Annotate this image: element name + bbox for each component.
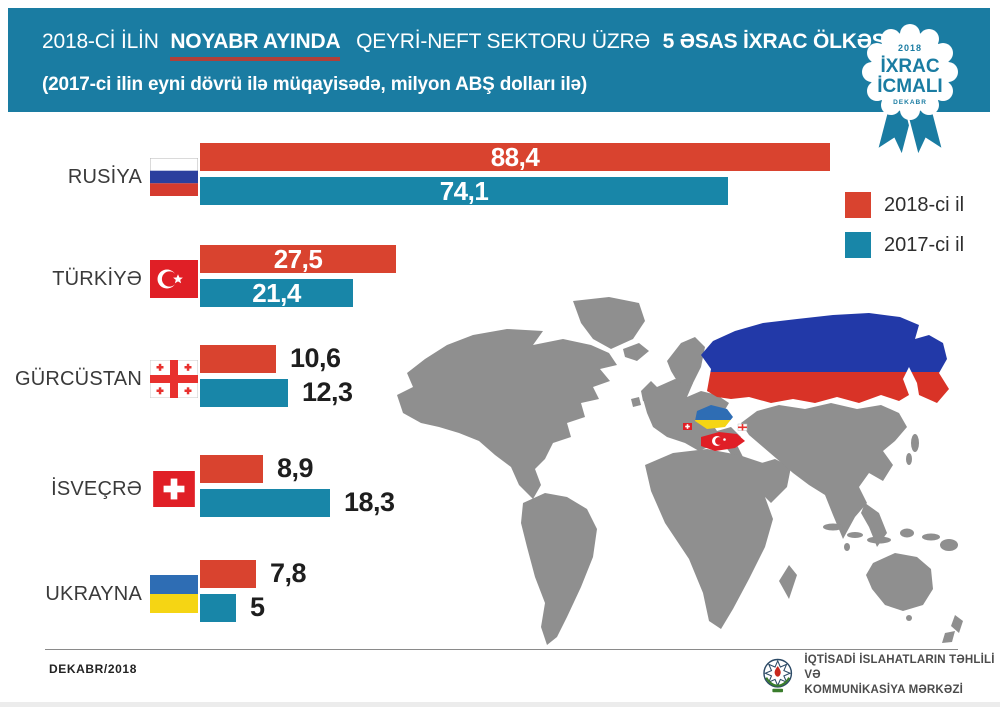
map-russia bbox=[701, 313, 949, 403]
bar-value: 10,6 bbox=[290, 343, 341, 373]
organization-name-line1: İQTİSADİ İSLAHATLARIN TƏHLİLİ VƏ bbox=[804, 654, 995, 681]
bar-switzerland-2018 bbox=[200, 455, 263, 483]
world-map bbox=[395, 295, 1000, 655]
footer-date: DEKABR/2018 bbox=[49, 662, 137, 676]
bottom-strip bbox=[0, 702, 1000, 707]
bar-value: 88,4 bbox=[490, 142, 540, 172]
badge-month: DEKABR bbox=[893, 99, 927, 106]
legend-item-2018: 2018-ci il bbox=[845, 192, 964, 218]
title-segment: 5 ƏSAS İXRAC ÖLKƏSİ bbox=[662, 30, 892, 53]
world-map-icon bbox=[397, 297, 963, 645]
country-label-georgia: GÜRCÜSTAN bbox=[15, 368, 142, 390]
title-segment: QEYRİ-NEFT SEKTORU ÜZRƏ bbox=[356, 30, 651, 53]
page-subtitle: (2017-ci ilin eyni dövrü ilə müqayisədə,… bbox=[42, 74, 588, 95]
ukraine-flag-icon bbox=[150, 575, 198, 613]
map-landmasses bbox=[397, 297, 963, 645]
header-band: 2018-Cİ İLİN NOYABR AYINDA QEYRİ-NEFT SE… bbox=[8, 8, 990, 112]
russia-flag-icon bbox=[150, 158, 198, 196]
title-segment-highlight: NOYABR AYINDA bbox=[170, 30, 341, 61]
legend-swatch-2017 bbox=[845, 232, 871, 258]
bar-russia-2017: 74,1 bbox=[200, 177, 728, 205]
chart-legend: 2018-ci il 2017-ci il bbox=[845, 192, 964, 272]
bar-turkey-2017: 21,4 bbox=[200, 279, 353, 307]
map-georgia bbox=[737, 423, 748, 431]
legend-label: 2018-ci il bbox=[884, 193, 965, 216]
badge-title-1: İXRAC bbox=[880, 56, 939, 77]
bar-ukraine-2018 bbox=[200, 560, 256, 588]
country-label-ukraine: UKRAYNA bbox=[45, 583, 142, 605]
bar-russia-2018: 88,4 bbox=[200, 143, 830, 171]
bar-value: 27,5 bbox=[273, 244, 323, 274]
legend-swatch-2018 bbox=[845, 192, 871, 218]
rosette-badge-icon: 2018 İXRAC İCMALI DEKABR bbox=[862, 24, 958, 159]
badge-year: 2018 bbox=[898, 43, 922, 53]
ixrac-icmali-badge: 2018 İXRAC İCMALI DEKABR bbox=[852, 14, 968, 160]
country-label-turkey: TÜRKİYƏ bbox=[52, 268, 142, 290]
bar-value: 12,3 bbox=[302, 377, 353, 407]
bar-georgia-2018 bbox=[200, 345, 276, 373]
turkey-flag-icon bbox=[150, 260, 198, 298]
bar-georgia-2017 bbox=[200, 379, 288, 407]
bar-value: 5 bbox=[250, 592, 265, 622]
organization-name-line2: KOMMUNİKASİYA MƏRKƏZİ bbox=[804, 683, 964, 696]
legend-item-2017: 2017-ci il bbox=[845, 232, 964, 258]
footer-divider bbox=[45, 649, 958, 650]
organization-block: İQTİSADİ İSLAHATLARIN TƏHLİLİ VƏ KOMMUNİ… bbox=[760, 653, 1000, 698]
switzerland-flag-icon bbox=[153, 471, 195, 507]
map-switzerland bbox=[683, 423, 692, 430]
map-ukraine bbox=[695, 405, 733, 429]
bar-value: 8,9 bbox=[277, 453, 314, 483]
title-segment: 2018-Cİ İLİN bbox=[42, 30, 159, 53]
bar-value: 74,1 bbox=[439, 176, 489, 206]
header-text: 2018-Cİ İLİN NOYABR AYINDA QEYRİ-NEFT SE… bbox=[42, 30, 891, 96]
badge-title-2: İCMALI bbox=[877, 76, 942, 97]
organization-name: İQTİSADİ İSLAHATLARIN TƏHLİLİ VƏ KOMMUNİ… bbox=[804, 653, 1000, 698]
bar-ukraine-2017 bbox=[200, 594, 236, 622]
bar-turkey-2018: 27,5 bbox=[200, 245, 396, 273]
bar-value: 7,8 bbox=[270, 558, 307, 588]
bar-value: 21,4 bbox=[252, 278, 301, 308]
bar-value: 18,3 bbox=[344, 487, 395, 517]
map-turkey bbox=[701, 432, 745, 451]
country-label-switzerland: İSVEÇRƏ bbox=[51, 478, 142, 500]
country-label-russia: RUSİYA bbox=[67, 166, 142, 188]
bar-switzerland-2017 bbox=[200, 489, 330, 517]
georgia-flag-icon bbox=[150, 360, 198, 398]
page-title: 2018-Cİ İLİN NOYABR AYINDA QEYRİ-NEFT SE… bbox=[42, 30, 891, 61]
org-emblem-icon bbox=[763, 659, 793, 693]
legend-label: 2017-ci il bbox=[884, 233, 965, 256]
